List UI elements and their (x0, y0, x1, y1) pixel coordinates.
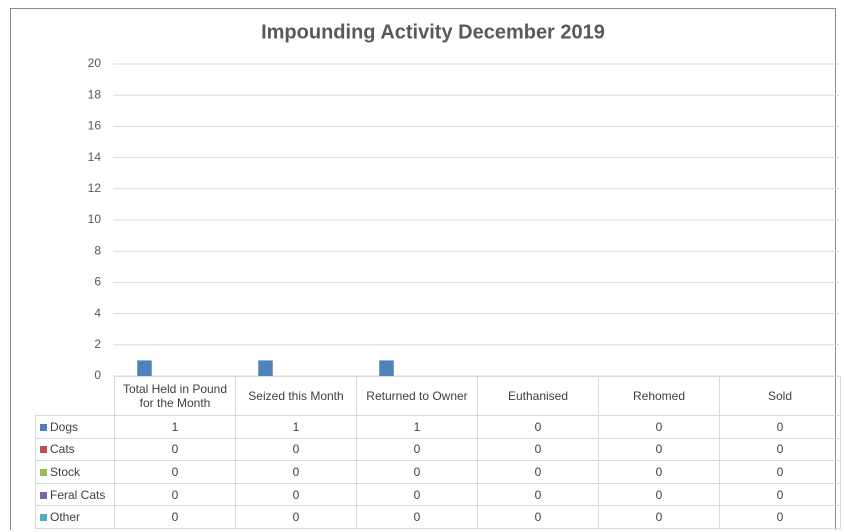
value-cell: 1 (114, 415, 236, 439)
value-cell: 0 (477, 415, 599, 439)
value-cell: 0 (477, 505, 599, 529)
table-row: Other 0 0 0 0 0 0 (35, 505, 841, 529)
y-tick-label: 8 (94, 243, 101, 257)
value-cell: 0 (235, 437, 357, 462)
category-label: Euthanised (477, 376, 599, 416)
legend-key (40, 514, 47, 522)
value-cell: 0 (114, 460, 236, 484)
y-tick-label: 12 (88, 181, 102, 195)
table-row: Stock 0 0 0 0 0 0 (35, 460, 841, 484)
value-cell: 0 (598, 415, 720, 439)
legend-key (40, 491, 47, 499)
value-cell: 0 (719, 505, 841, 529)
bar (379, 360, 394, 376)
value-cell: 0 (719, 437, 841, 462)
value-cell: 0 (598, 505, 720, 529)
legend-label: Stock (50, 464, 81, 479)
value-cell: 0 (719, 482, 841, 507)
legend-label: Cats (50, 442, 75, 457)
value-cell: 0 (235, 482, 357, 507)
legend-cell: Stock (35, 460, 115, 484)
value-cell: 0 (356, 460, 478, 484)
legend-label: Feral Cats (50, 487, 106, 502)
chart-frame (10, 8, 836, 530)
category-label: Total Held in Pound for the Month (114, 376, 236, 416)
value-cell: 0 (114, 505, 236, 529)
bar (137, 360, 152, 376)
value-cell: 0 (477, 460, 599, 484)
value-cell: 0 (598, 460, 720, 484)
legend-cell: Cats (35, 437, 115, 462)
y-tick-label: 20 (88, 56, 102, 70)
value-cell: 1 (356, 415, 478, 439)
y-tick-label: 14 (88, 150, 102, 164)
value-cell: 0 (235, 460, 357, 484)
y-tick-label: 10 (88, 212, 102, 226)
value-cell: 0 (114, 437, 236, 462)
legend-label: Dogs (50, 419, 79, 434)
table-corner (35, 376, 115, 416)
value-cell: 0 (356, 505, 478, 529)
table-header-row: Total Held in Pound for the Month Seized … (35, 376, 841, 416)
value-cell: 0 (719, 415, 841, 439)
category-label: Returned to Owner (356, 376, 478, 416)
value-cell: 0 (235, 505, 357, 529)
legend-key (40, 468, 47, 476)
value-cell: 0 (356, 437, 478, 462)
legend-cell: Other (35, 505, 115, 529)
category-label: Rehomed (598, 376, 720, 416)
table-row: Feral Cats 0 0 0 0 0 0 (35, 482, 841, 507)
value-cell: 0 (477, 437, 599, 462)
value-cell: 0 (598, 437, 720, 462)
y-tick-label: 2 (94, 337, 101, 351)
value-cell: 0 (356, 482, 478, 507)
legend-key (40, 423, 47, 431)
y-tick-label: 0 (94, 368, 101, 382)
y-tick-label: 16 (88, 119, 102, 133)
data-table: Total Held in Pound for the Month Seized … (35, 376, 841, 529)
y-tick-label: 4 (94, 306, 101, 320)
category-label: Sold (719, 376, 841, 416)
table-row: Cats 0 0 0 0 0 0 (35, 437, 841, 462)
legend-cell: Dogs (35, 415, 115, 439)
y-tick-label: 18 (88, 87, 102, 101)
legend-label: Other (50, 510, 81, 525)
legend-key (40, 446, 47, 454)
chart-title: Impounding Activity December 2019 (261, 21, 605, 43)
value-cell: 0 (114, 482, 236, 507)
category-label: Seized this Month (235, 376, 357, 416)
table-row: Dogs 1 1 1 0 0 0 (35, 415, 841, 439)
bar (258, 360, 273, 376)
value-cell: 0 (719, 460, 841, 484)
value-cell: 0 (598, 482, 720, 507)
value-cell: 0 (477, 482, 599, 507)
legend-cell: Feral Cats (35, 482, 115, 507)
y-tick-label: 6 (94, 275, 101, 289)
value-cell: 1 (235, 415, 357, 439)
